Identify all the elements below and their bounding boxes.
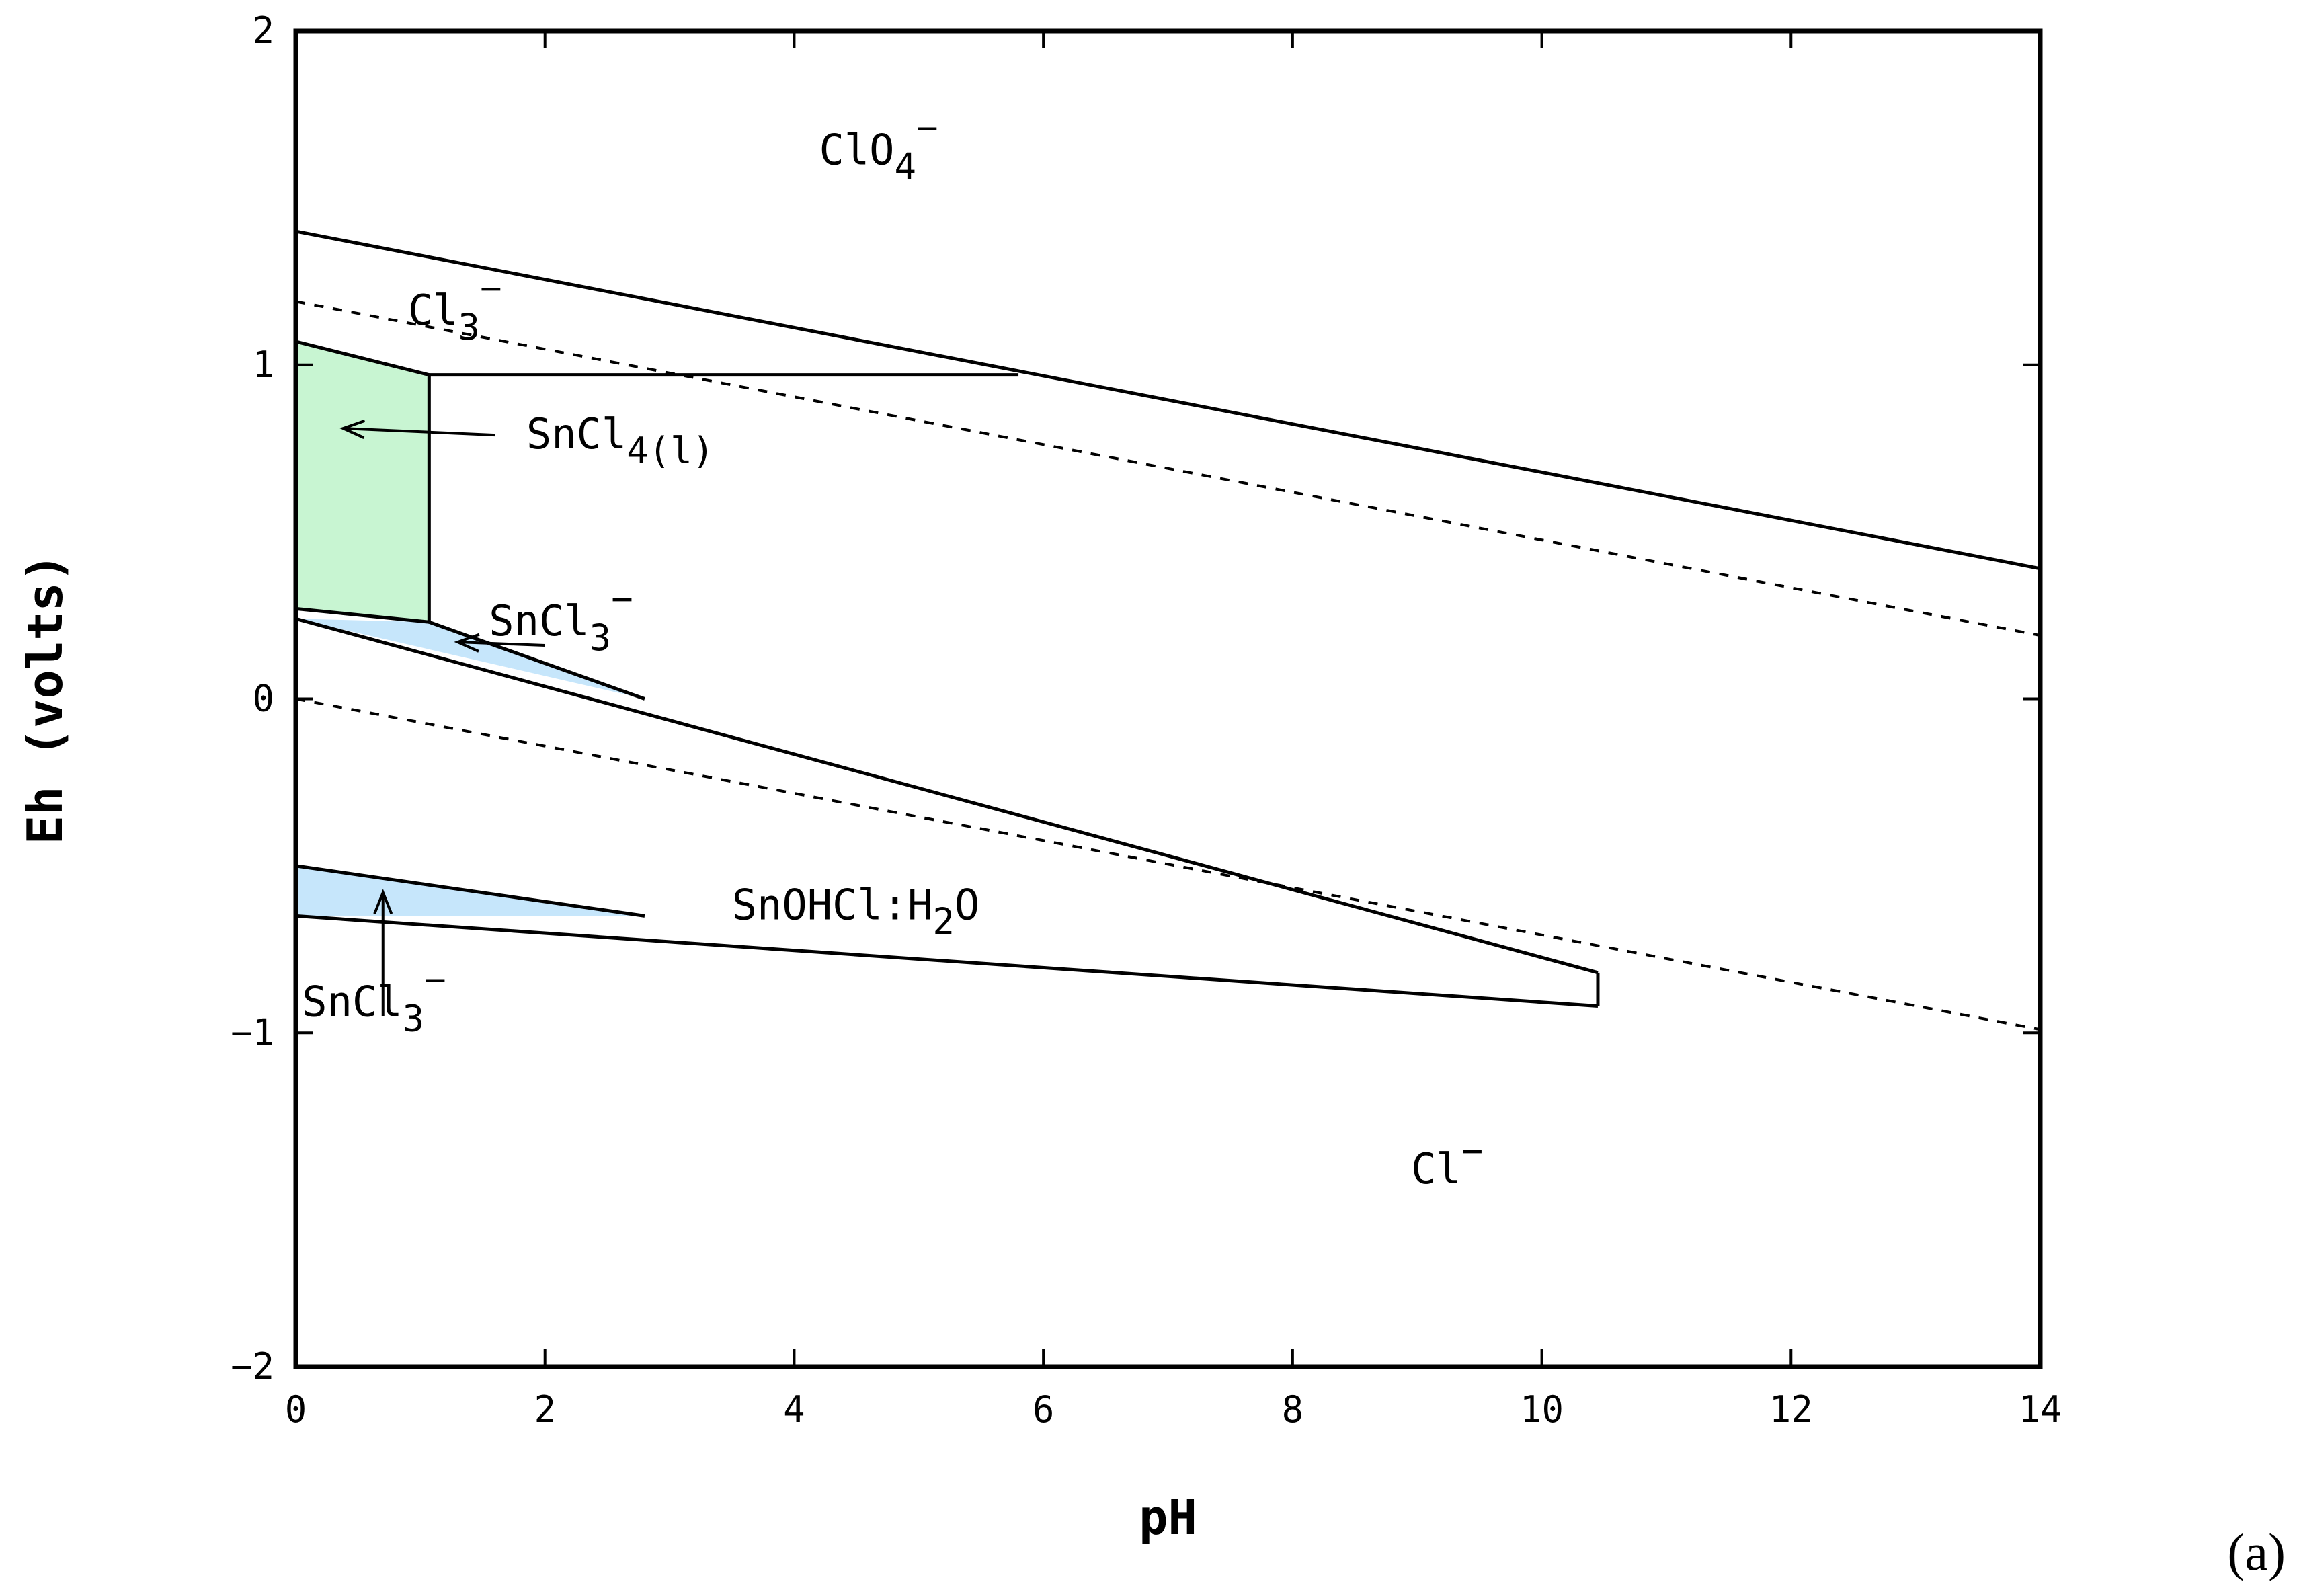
y-tick-label: 0 <box>252 678 274 720</box>
boundary-line-6 <box>428 620 645 701</box>
y-tick-label: −2 <box>231 1345 274 1388</box>
species-label-6: Cl− <box>1411 1129 1483 1193</box>
label-tail: O <box>955 880 979 929</box>
label-superscript: − <box>424 958 446 1000</box>
arrow-head <box>454 633 480 653</box>
boundary-line-2 <box>295 340 430 377</box>
figure-label: (a) <box>2227 1523 2286 1581</box>
dashed-boundary-11 <box>295 697 2041 1031</box>
species-label-5: SnCl3− <box>302 958 446 1039</box>
label-subscript: 4(l) <box>627 430 714 472</box>
label-base: SnOHCl:H <box>732 880 933 929</box>
annotation-arrow-1 <box>454 633 545 653</box>
dashed-boundary-10 <box>295 300 2041 637</box>
arrow-head <box>339 420 366 439</box>
arrow-shaft <box>343 427 495 437</box>
x-tick-label: 14 <box>2018 1388 2062 1431</box>
boundary-line-5 <box>295 616 1599 975</box>
axis-ticks <box>294 30 2042 1368</box>
label-base: Cl <box>1411 1144 1461 1193</box>
label-base: ClO <box>819 126 895 175</box>
label-base: SnCl <box>489 596 589 645</box>
label-base: SnCl <box>302 977 402 1026</box>
x-tick-label: 6 <box>1033 1388 1055 1431</box>
boundary-line-8 <box>295 864 645 918</box>
region-labels: ClO4−Cl3−SnCl4(l)SnCl3−SnOHCl:H2OSnCl3−C… <box>302 107 1483 1193</box>
x-tick-label: 12 <box>1769 1388 1813 1431</box>
x-tick-label: 8 <box>1282 1388 1304 1431</box>
plot-frame <box>293 28 2043 1369</box>
boundary-lines <box>295 229 2041 1031</box>
label-subscript: 4 <box>894 146 916 188</box>
x-tick-label: 10 <box>1520 1388 1564 1431</box>
arrow-shaft <box>457 641 545 647</box>
arrow-head <box>373 889 393 914</box>
y-axis-label: Eh (volts) <box>17 553 73 844</box>
annotation-arrows <box>339 420 545 1016</box>
x-tick-label: 2 <box>534 1388 556 1431</box>
boundary-line-0 <box>295 229 2041 571</box>
species-label-4: SnOHCl:H2O <box>732 880 979 943</box>
region-1 <box>296 619 645 699</box>
y-tick-label: 1 <box>252 344 274 386</box>
label-superscript: − <box>611 577 633 620</box>
species-label-1: Cl3− <box>408 267 502 348</box>
species-label-3: SnCl3− <box>489 577 633 659</box>
label-subscript: 2 <box>932 900 955 943</box>
label-base: SnCl <box>526 409 627 458</box>
label-base: Cl <box>408 286 458 335</box>
y-tick-label: 2 <box>252 9 274 52</box>
y-tick-label: −1 <box>231 1011 274 1053</box>
species-label-2: SnCl4(l) <box>526 409 714 472</box>
region-0 <box>296 341 430 623</box>
annotation-arrow-0 <box>339 420 495 439</box>
x-tick-label: 0 <box>285 1388 307 1431</box>
label-subscript: 3 <box>458 306 480 348</box>
label-subscript: 3 <box>590 616 612 659</box>
x-tick-label: 4 <box>783 1388 805 1431</box>
annotation-arrow-2 <box>373 889 393 1016</box>
label-superscript: − <box>1461 1129 1484 1172</box>
label-subscript: 3 <box>403 997 425 1039</box>
boundary-line-4 <box>295 606 430 624</box>
label-superscript: − <box>480 267 502 309</box>
boundary-line-9 <box>295 914 1599 1008</box>
label-superscript: − <box>916 107 938 149</box>
species-label-0: ClO4− <box>819 107 938 188</box>
x-axis-label: pH <box>1139 1489 1197 1546</box>
